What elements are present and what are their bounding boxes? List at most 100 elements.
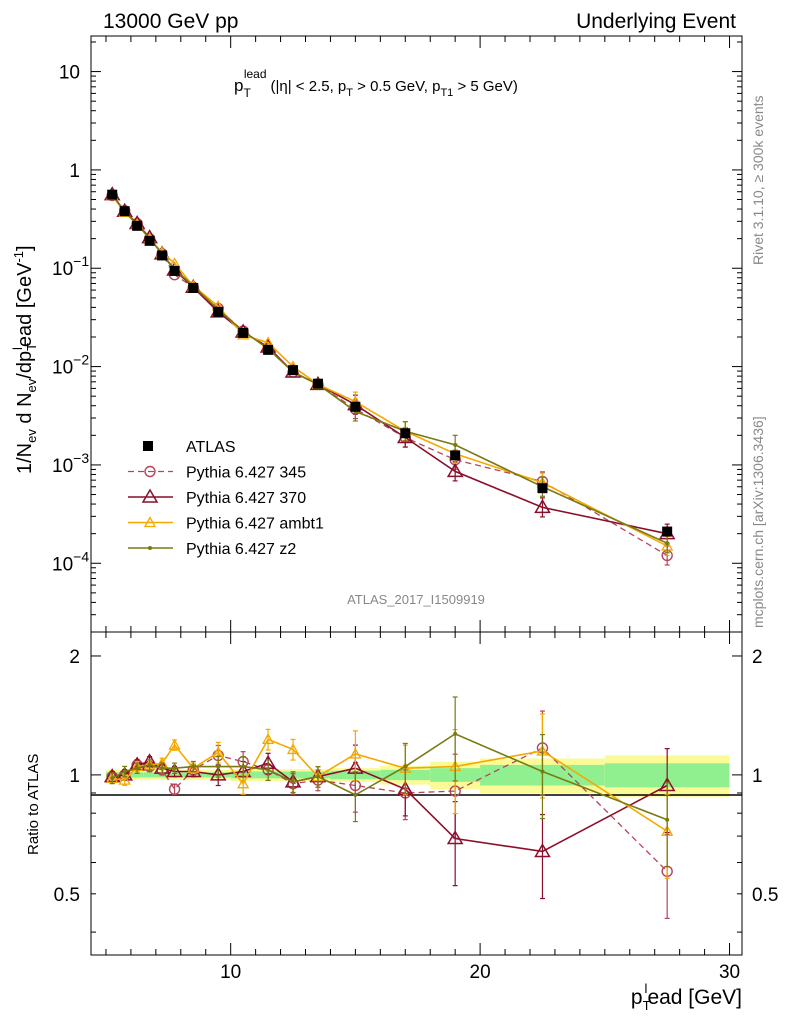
data-point — [213, 306, 224, 317]
data-point — [188, 282, 199, 293]
data-point — [168, 783, 181, 795]
data-point — [312, 378, 323, 389]
data-point — [241, 764, 246, 769]
data-point — [665, 541, 670, 546]
x-axis-label: pTlead [GeV] — [631, 981, 742, 1013]
ratio-plot-frame — [90, 631, 743, 956]
y-tick-label: 10−1 — [52, 253, 89, 280]
rivet-version-label: Rivet 3.1.10, ≥ 300k events — [750, 95, 766, 265]
data-point — [400, 428, 411, 439]
data-point — [266, 767, 271, 772]
y-tick-label-right: 2 — [752, 647, 763, 668]
mcplots-label: mcplots.cern.ch [arXiv:1306.3436] — [750, 416, 766, 628]
plot-title: pTlead(|η| < 2.5, pT > 0.5 GeV, pT1 > 5 … — [234, 67, 518, 100]
legend-marker — [144, 465, 156, 478]
data-point — [291, 779, 296, 784]
data-point — [216, 764, 221, 769]
data-point — [286, 743, 300, 755]
data-point — [209, 766, 227, 781]
data-point — [540, 769, 545, 774]
data-point — [263, 344, 274, 355]
data-point — [157, 250, 168, 261]
main-plot-data — [103, 186, 676, 566]
data-point — [446, 462, 464, 478]
x-tick-label: 10 — [220, 962, 241, 983]
data-point — [450, 450, 461, 461]
legend-label: Pythia 6.427 370 — [186, 490, 306, 507]
ratio-plot-data — [103, 696, 676, 920]
data-point — [237, 777, 250, 789]
data-point — [132, 220, 143, 231]
data-point — [147, 762, 152, 767]
data-point — [353, 792, 358, 797]
legend-entry: Pythia 6.427 ambt1 — [128, 516, 324, 533]
x-tick-label: 20 — [470, 962, 491, 983]
y-tick-label-right: 1 — [752, 766, 763, 787]
legend-label: Pythia 6.427 345 — [186, 465, 306, 482]
main-y-axis: 10 1 10−1 10−2 10−3 10−4 — [52, 41, 742, 633]
legend-label: ATLAS — [186, 439, 236, 456]
legend-label: Pythia 6.427 z2 — [186, 541, 296, 558]
y-tick-label: 10−3 — [52, 450, 89, 477]
ratio-series-z2 — [109, 696, 670, 868]
y-tick-label: 10−2 — [52, 352, 89, 379]
data-point — [403, 764, 408, 769]
legend-marker — [141, 488, 159, 503]
legend-swatch — [143, 441, 153, 451]
data-point — [349, 747, 362, 759]
y-tick-label-right: 0.5 — [752, 885, 778, 906]
ratio-x-axis: 10 20 30 — [105, 632, 740, 983]
analysis-id-label: ATLAS_2017_I1509919 — [347, 592, 485, 607]
data-point — [315, 774, 320, 779]
data-point — [665, 817, 670, 822]
data-point — [172, 766, 177, 771]
data-point — [453, 731, 458, 736]
underlying-event-label: Underlying Event — [576, 10, 736, 33]
y-tick-label: 1 — [69, 161, 80, 182]
data-point — [288, 365, 299, 376]
main-x-ticks — [105, 36, 731, 632]
data-point — [446, 830, 464, 845]
data-point — [119, 206, 130, 217]
y-tick-label: 10 — [59, 63, 80, 84]
data-point — [118, 773, 131, 785]
data-point — [166, 763, 183, 778]
y-tick-label: 2 — [69, 647, 80, 668]
legend-entry: Pythia 6.427 370 — [128, 488, 306, 507]
data-point — [534, 498, 551, 514]
band-inner — [143, 772, 156, 778]
data-point — [110, 776, 115, 781]
ratio-y-axis-label: Ratio to ATLAS — [25, 754, 42, 855]
series-line — [112, 747, 668, 872]
energy-label: 13000 GeV pp — [103, 10, 238, 33]
y-tick-label: 0.5 — [54, 885, 80, 906]
data-point — [107, 189, 118, 200]
data-point — [261, 733, 275, 745]
ratio-plot-panel: 0.5 1 2 0.5 1 2 10 20 30 Ratio to ATLAS pTlead … — [25, 631, 778, 1013]
series-atlas — [107, 189, 673, 537]
ratio-y-axis: 0.5 1 2 0.5 1 2 — [54, 647, 778, 933]
data-point — [169, 265, 180, 276]
data-point — [662, 526, 673, 537]
main-plot-area — [91, 36, 742, 632]
data-point — [144, 235, 155, 246]
legend-entry: Pythia 6.427 345 — [128, 465, 306, 482]
legend-marker — [148, 546, 152, 550]
legend-entry: ATLAS — [143, 439, 236, 456]
y-tick-label: 10−4 — [52, 548, 89, 575]
legend-marker — [143, 516, 157, 528]
data-point — [534, 842, 551, 858]
x-tick-label: 30 — [719, 962, 740, 983]
data-point — [135, 766, 140, 771]
data-point — [350, 401, 361, 412]
y-tick-label: 1 — [69, 766, 80, 787]
data-point — [122, 769, 127, 774]
data-point — [160, 766, 165, 771]
main-y-axis-label: 1/Nev d Nev/dpTlead [GeV-1] — [10, 245, 39, 474]
data-point — [453, 442, 458, 447]
data-point — [238, 327, 249, 338]
band-inner — [130, 772, 144, 778]
legend: ATLAS Pythia 6.427 345 Pythia 6.427 370 Pyt… — [128, 439, 324, 558]
